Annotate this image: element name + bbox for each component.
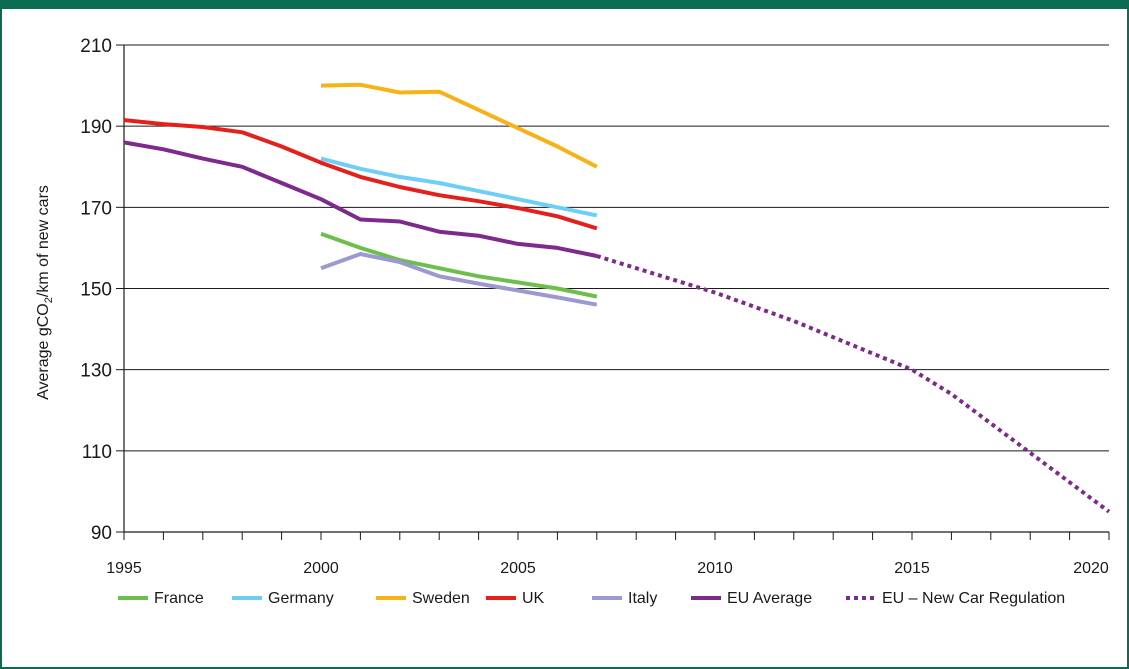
legend-label-italy: Italy: [628, 590, 657, 607]
y-tick-label: 170: [80, 198, 112, 219]
x-tick-label: 2015: [894, 560, 930, 577]
series-line-eu-average: [123, 140, 598, 258]
legend-label-uk: UK: [522, 590, 545, 607]
x-tick-label: 2020: [1073, 560, 1109, 577]
x-tick-label: 2005: [500, 560, 536, 577]
y-axis-label: Average gCO2/km of new cars: [35, 185, 55, 400]
series-line-italy: [320, 252, 598, 307]
series-line-sweden: [320, 82, 598, 169]
legend-label-germany: Germany: [268, 590, 334, 607]
y-tick-label: 150: [80, 280, 112, 301]
legend-label-eu-new-car-regulation: EU – New Car Regulation: [882, 590, 1065, 607]
x-tick-label: 2000: [303, 560, 339, 577]
series-line-germany: [320, 156, 598, 218]
y-tick-label: 90: [91, 523, 112, 544]
legend-label-sweden: Sweden: [412, 590, 470, 607]
x-tick-label: 1995: [106, 560, 142, 577]
legend-label-eu-average: EU Average: [727, 590, 812, 607]
series-line-france: [320, 231, 598, 299]
y-tick-label: 130: [80, 361, 112, 382]
x-tick-label: 2010: [697, 560, 733, 577]
series-line-uk: [123, 118, 598, 231]
y-tick-label: 210: [80, 36, 112, 57]
y-tick-label: 110: [82, 442, 112, 463]
series-line-eu-new-car-regulation: [596, 254, 1111, 514]
legend-label-france: France: [154, 590, 204, 607]
y-tick-label: 190: [80, 117, 112, 138]
